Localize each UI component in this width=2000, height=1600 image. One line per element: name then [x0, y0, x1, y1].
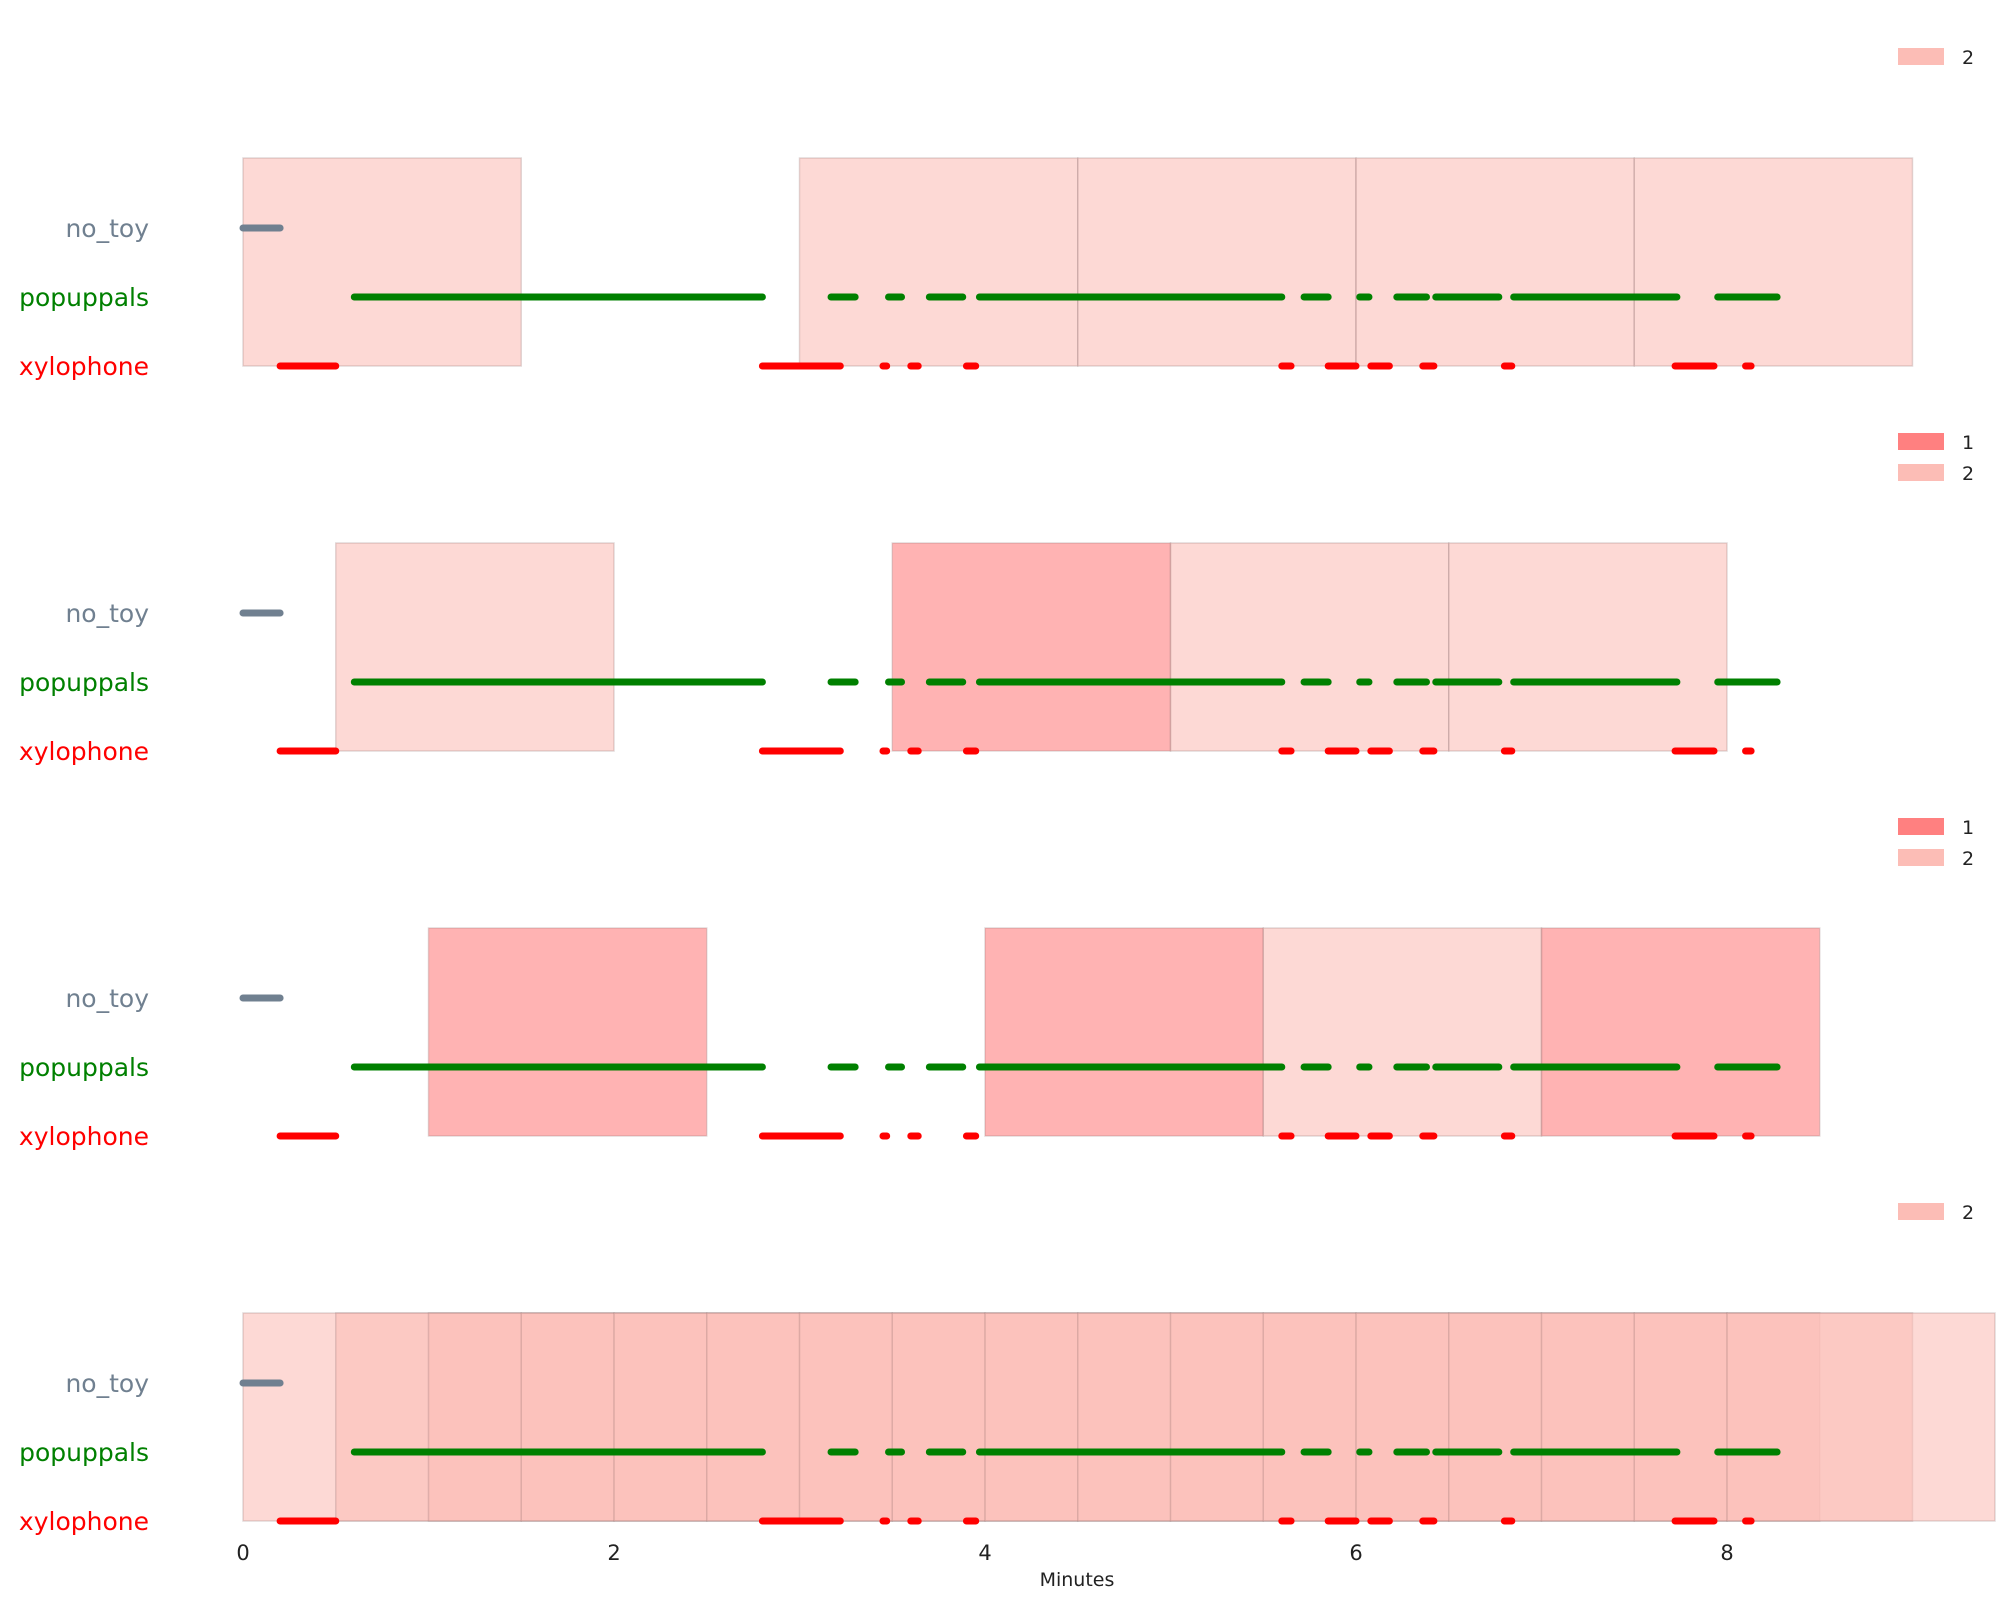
category-label-xylophone: xylophone: [19, 1122, 149, 1151]
legend-label-1: 1: [1962, 432, 1974, 454]
panel-2: no_toy popuppals xylophone 1 2: [19, 432, 1974, 766]
legend-swatch-2: [1898, 849, 1944, 866]
x-tick-label: 4: [978, 1541, 991, 1565]
legend-label-1: 1: [1962, 817, 1974, 839]
legend-swatch-2: [1898, 48, 1944, 65]
shade-window: [1077, 157, 1357, 367]
shade-window: [1448, 542, 1728, 752]
shade-window: [242, 157, 522, 367]
category-label-popuppals: popuppals: [19, 668, 149, 697]
category-label-popuppals: popuppals: [19, 283, 149, 312]
shade-window: [1726, 1312, 1996, 1522]
shade-window: [1262, 927, 1543, 1137]
category-label-xylophone: xylophone: [19, 352, 149, 381]
x-tick-label: 0: [236, 1541, 249, 1565]
category-label-xylophone: xylophone: [19, 737, 149, 766]
x-tick-label: 8: [1720, 1541, 1733, 1565]
x-tick-label: 2: [607, 1541, 620, 1565]
legend-label-2: 2: [1962, 47, 1974, 69]
shade-window: [1540, 927, 1821, 1137]
shade-window: [798, 157, 1079, 367]
category-label-popuppals: popuppals: [19, 1438, 149, 1467]
shade-window: [891, 542, 1172, 752]
shade-window: [335, 542, 615, 752]
legend-swatch-2: [1898, 1203, 1944, 1220]
legend-swatch-1: [1898, 433, 1944, 450]
x-axis: 0 2 4 6 8: [236, 1541, 1733, 1565]
panel-3: no_toy popuppals xylophone 1 2: [19, 817, 1974, 1151]
panel-1: no_toy popuppals xylophone 2: [19, 47, 1974, 381]
category-label-no_toy: no_toy: [65, 984, 149, 1013]
legend-label-2: 2: [1962, 848, 1974, 870]
category-label-popuppals: popuppals: [19, 1053, 149, 1082]
category-label-no_toy: no_toy: [65, 214, 149, 243]
shade-window: [1633, 157, 1914, 367]
category-label-no_toy: no_toy: [65, 599, 149, 628]
legend-swatch-1: [1898, 818, 1944, 835]
shade-window: [1355, 157, 1635, 367]
x-axis-title: Minutes: [1040, 1569, 1115, 1591]
shade-window: [1169, 542, 1450, 752]
category-label-no_toy: no_toy: [65, 1369, 149, 1398]
panels-group: no_toy popuppals xylophone 2 no_toy popuppals…: [19, 47, 1996, 1536]
x-tick-label: 6: [1349, 1541, 1362, 1565]
legend-label-2: 2: [1962, 1202, 1974, 1224]
shade-window: [427, 927, 708, 1137]
legend-label-2: 2: [1962, 463, 1974, 485]
panel-4: no_toy popuppals xylophone 2: [19, 1202, 1996, 1536]
shade-window: [984, 927, 1264, 1137]
legend-swatch-2: [1898, 464, 1944, 481]
category-label-xylophone: xylophone: [19, 1507, 149, 1536]
